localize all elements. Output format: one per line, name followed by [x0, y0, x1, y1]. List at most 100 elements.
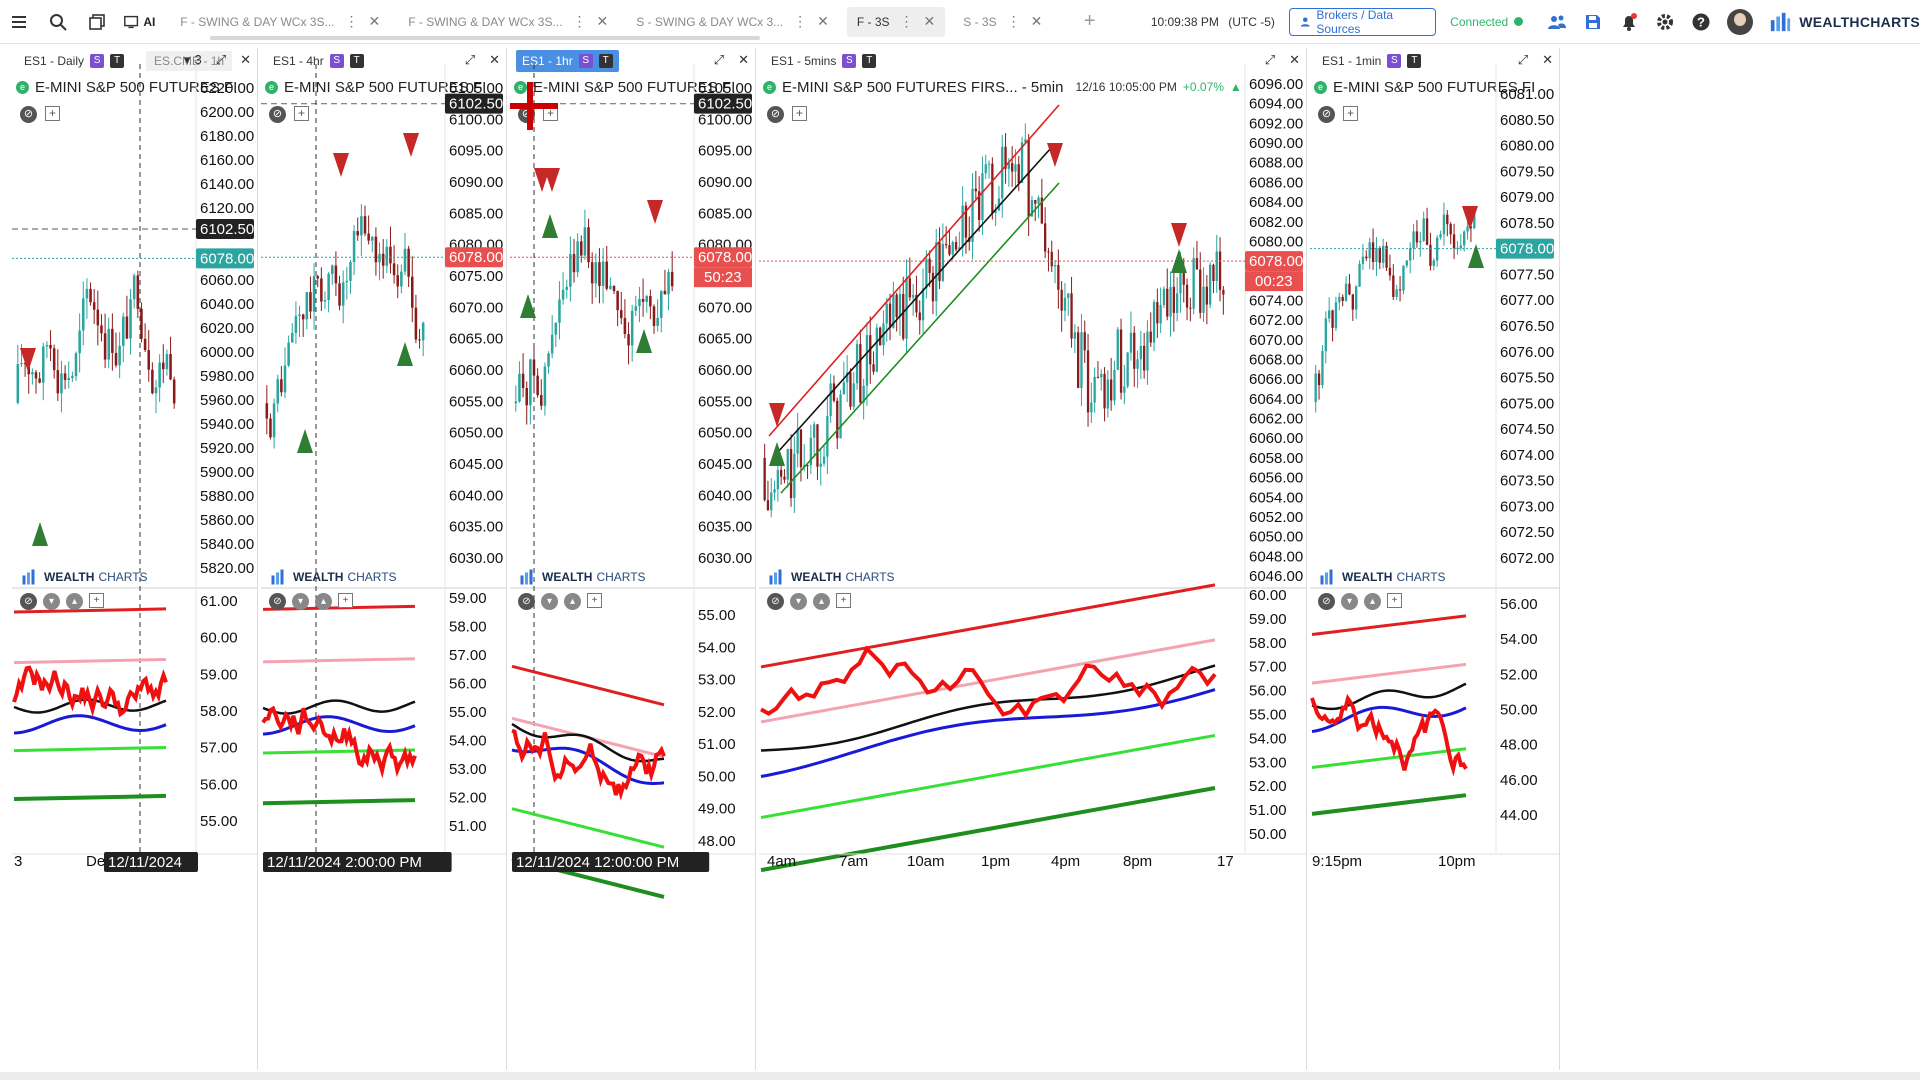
- exchange-icon: e: [763, 80, 776, 94]
- hide-icon[interactable]: ⊘: [20, 106, 37, 123]
- close-icon[interactable]: ✕: [923, 13, 936, 29]
- move-up-icon[interactable]: ▴: [813, 593, 830, 610]
- hide-icon[interactable]: ⊘: [269, 106, 286, 123]
- chart-canvas[interactable]: 6220.00 6200.00 6180.00 6160.00 6140.00 6120.…: [12, 48, 258, 1070]
- chart-canvas[interactable]: 6096.00 6094.00 6092.00 6090.00 6088.00 6086.…: [759, 48, 1307, 1070]
- tab-s-3s[interactable]: S - 3S ⋮ ✕: [953, 7, 1052, 37]
- candle-body: [627, 334, 630, 346]
- maximize-icon[interactable]: ⤢: [464, 52, 476, 67]
- bell-icon[interactable]: [1619, 12, 1639, 32]
- osc-band-line: [13, 746, 167, 753]
- hide-icon[interactable]: ⊘: [767, 593, 784, 610]
- tab-s-swing[interactable]: S - SWING & DAY WCx 3... ⋮ ✕: [626, 7, 839, 37]
- pane-tab-label[interactable]: ES1 - 5mins: [771, 54, 837, 68]
- tab-menu-icon[interactable]: ⋮: [793, 13, 808, 29]
- ai-icon[interactable]: AI: [116, 0, 162, 44]
- hide-icon[interactable]: ⊘: [269, 593, 286, 610]
- t-badge[interactable]: T: [862, 54, 877, 68]
- chart-canvas[interactable]: 6081.00 6080.50 6080.00 6079.50 6079.00 6078.…: [1310, 48, 1560, 1070]
- close-icon[interactable]: ✕: [1030, 13, 1043, 29]
- candle-body: [1109, 379, 1113, 401]
- move-down-icon[interactable]: ▾: [790, 593, 807, 610]
- hide-icon[interactable]: ⊘: [767, 106, 784, 123]
- users-icon[interactable]: [1547, 12, 1567, 32]
- tab-menu-icon[interactable]: ⋮: [344, 13, 359, 29]
- t-badge[interactable]: T: [349, 54, 364, 68]
- add-indicator-icon[interactable]: +: [338, 593, 353, 608]
- pane-tab-label[interactable]: ES1 - 1hr: [522, 54, 573, 68]
- maximize-icon[interactable]: ⤢: [215, 52, 227, 67]
- tab-menu-icon[interactable]: ⋮: [899, 13, 914, 29]
- brokers-button[interactable]: Brokers / Data Sources: [1288, 7, 1437, 36]
- add-tab-icon[interactable]: +: [1083, 10, 1096, 32]
- move-up-icon[interactable]: ▴: [1364, 593, 1381, 610]
- s-badge[interactable]: S: [329, 54, 344, 68]
- move-down-icon[interactable]: ▾: [43, 593, 60, 610]
- tab-scrollbar[interactable]: [210, 36, 760, 40]
- maximize-icon[interactable]: ⤢: [713, 52, 725, 67]
- menu-icon[interactable]: [0, 0, 39, 44]
- move-up-icon[interactable]: ▴: [564, 593, 581, 610]
- tab-f-swing-1[interactable]: F - SWING & DAY WCx 3S... ⋮ ✕: [170, 7, 390, 37]
- move-down-icon[interactable]: ▾: [292, 593, 309, 610]
- close-icon[interactable]: ✕: [489, 52, 500, 67]
- add-indicator-icon[interactable]: +: [294, 106, 309, 121]
- search-icon[interactable]: [39, 0, 78, 44]
- add-indicator-icon[interactable]: +: [792, 106, 807, 121]
- chart-canvas[interactable]: 6105.006100.006095.006090.006085.006080.…: [510, 48, 756, 1070]
- move-up-icon[interactable]: ▴: [66, 593, 83, 610]
- add-indicator-icon[interactable]: +: [1387, 593, 1402, 608]
- add-indicator-icon[interactable]: +: [587, 593, 602, 608]
- sub-tab-label[interactable]: ES.CME - 1h: [146, 51, 233, 71]
- move-down-icon[interactable]: ▾: [1341, 593, 1358, 610]
- close-icon[interactable]: ✕: [596, 13, 609, 29]
- move-up-icon[interactable]: ▴: [315, 593, 332, 610]
- tab-f-swing-2[interactable]: F - SWING & DAY WCx 3S... ⋮ ✕: [398, 7, 618, 37]
- add-indicator-icon[interactable]: +: [836, 593, 851, 608]
- chart-pane-5mins[interactable]: ES1 - 5mins S T ⤢ ✕ e E-MINI S&P 500 FUT…: [759, 48, 1307, 1070]
- chart-pane-daily[interactable]: ES1 - Daily S T ES.CME - 1h ▾ 3 ⤢ ✕ e E-…: [12, 48, 258, 1070]
- t-badge[interactable]: T: [1407, 54, 1422, 68]
- close-icon[interactable]: ✕: [368, 13, 381, 29]
- help-icon[interactable]: ?: [1691, 12, 1711, 32]
- chart-pane-1min[interactable]: ES1 - 1min S T ⤢ ✕ e E-MINI S&P 500 FUTU…: [1310, 48, 1560, 1070]
- t-badge[interactable]: T: [110, 54, 125, 68]
- candle-body: [158, 362, 161, 388]
- chevron-down-icon[interactable]: ▾: [183, 52, 191, 67]
- copy-icon[interactable]: [78, 0, 117, 44]
- avatar[interactable]: [1727, 8, 1754, 35]
- chart-pane-4hr[interactable]: ES1 - 4hr S T ⤢ ✕ e E-MINI S&P 500 FUTUR…: [261, 48, 507, 1070]
- s-badge[interactable]: S: [842, 54, 857, 68]
- close-icon[interactable]: ✕: [817, 13, 829, 29]
- move-down-icon[interactable]: ▾: [541, 593, 558, 610]
- close-icon[interactable]: ✕: [240, 52, 251, 67]
- chart-canvas[interactable]: 6105.006100.006095.006090.006085.006080.…: [261, 48, 507, 1070]
- candle-body: [645, 296, 648, 302]
- add-indicator-icon[interactable]: +: [89, 593, 104, 608]
- hide-icon[interactable]: ⊘: [1318, 593, 1335, 610]
- hide-icon[interactable]: ⊘: [1318, 106, 1335, 123]
- maximize-icon[interactable]: ⤢: [1264, 52, 1276, 67]
- close-icon[interactable]: ✕: [1289, 52, 1300, 67]
- s-badge[interactable]: S: [90, 54, 105, 68]
- close-icon[interactable]: ✕: [738, 52, 749, 67]
- tab-menu-icon[interactable]: ⋮: [1006, 13, 1021, 29]
- pane-tab-label[interactable]: ES1 - 4hr: [273, 54, 324, 68]
- s-badge[interactable]: S: [578, 54, 593, 68]
- chart-pane-1hr[interactable]: ES1 - 1hr S T ⤢ ✕ e E-MINI S&P 500 FUTUR…: [510, 48, 756, 1070]
- add-indicator-icon[interactable]: +: [45, 106, 60, 121]
- gear-icon[interactable]: [1655, 12, 1675, 32]
- connection-label: Connected: [1450, 14, 1509, 29]
- pane-tab-label[interactable]: ES1 - 1min: [1322, 54, 1382, 68]
- hide-icon[interactable]: ⊘: [518, 593, 535, 610]
- tab-menu-icon[interactable]: ⋮: [572, 13, 587, 29]
- pane-tab-label[interactable]: ES1 - Daily: [24, 54, 85, 68]
- tab-f-3s[interactable]: F - 3S ⋮ ✕: [846, 6, 946, 37]
- t-badge[interactable]: T: [598, 54, 613, 68]
- save-icon[interactable]: [1583, 12, 1603, 32]
- add-indicator-icon[interactable]: +: [1343, 106, 1358, 121]
- maximize-icon[interactable]: ⤢: [1517, 52, 1529, 67]
- s-badge[interactable]: S: [1387, 54, 1402, 68]
- close-icon[interactable]: ✕: [1542, 52, 1553, 67]
- hide-icon[interactable]: ⊘: [20, 593, 37, 610]
